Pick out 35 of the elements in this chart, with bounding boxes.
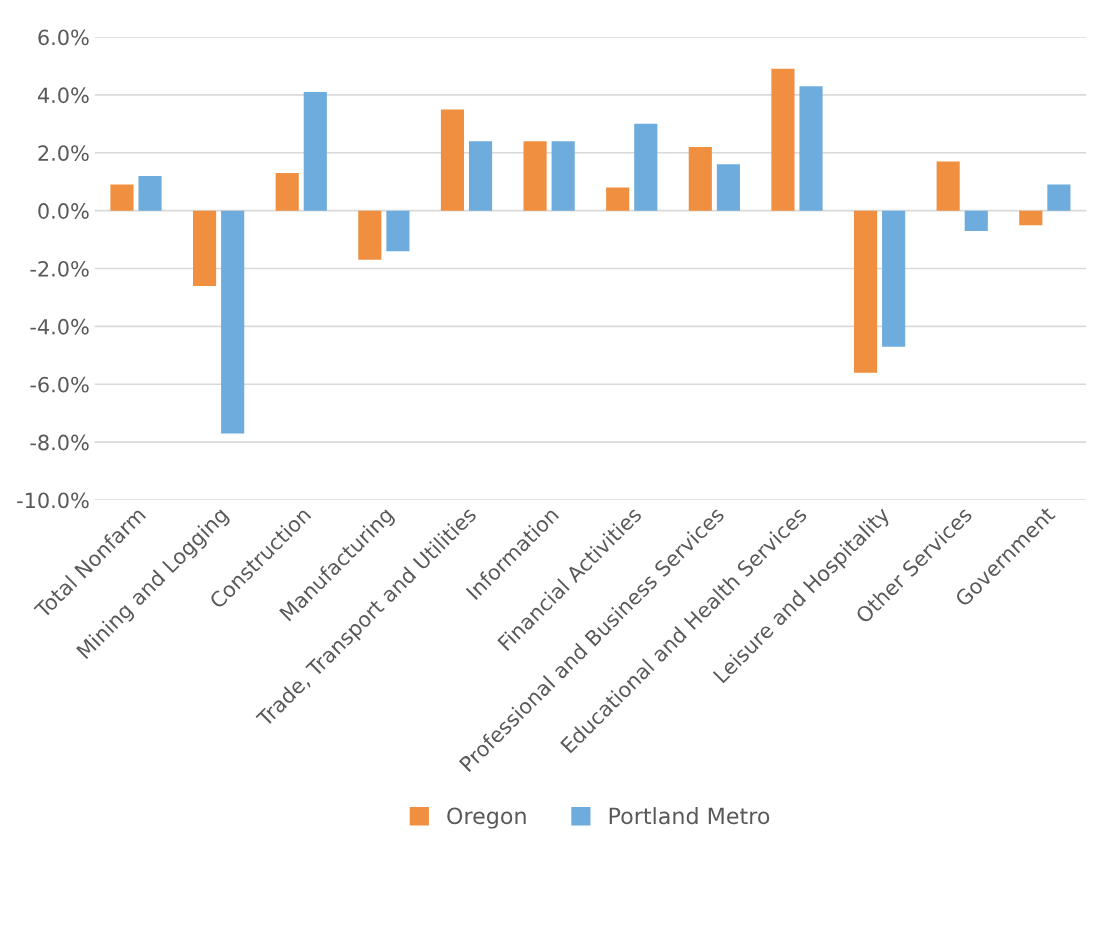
bar bbox=[303, 92, 327, 211]
bar bbox=[221, 210, 245, 434]
bar bbox=[468, 141, 493, 211]
y-tick-label: -8.0% bbox=[30, 434, 89, 451]
bar bbox=[634, 123, 658, 211]
legend-label: Portland Metro bbox=[609, 807, 770, 825]
bar bbox=[688, 147, 712, 211]
bar bbox=[386, 210, 410, 252]
bar bbox=[882, 210, 906, 347]
y-tick-label: -10.0% bbox=[17, 492, 89, 509]
bar bbox=[799, 86, 823, 211]
bar bbox=[358, 210, 382, 260]
bar bbox=[606, 187, 630, 211]
bar bbox=[936, 161, 960, 211]
bar bbox=[440, 109, 465, 211]
legend-label: Oregon bbox=[447, 807, 526, 829]
bar bbox=[771, 68, 795, 211]
bar bbox=[853, 210, 878, 373]
y-tick-label: -6.0% bbox=[30, 376, 89, 393]
bar bbox=[1019, 210, 1043, 226]
y-tick-label: 0.0% bbox=[38, 203, 89, 219]
bar bbox=[716, 164, 740, 211]
bar bbox=[964, 210, 988, 231]
bar bbox=[1047, 184, 1071, 211]
y-tick-label: 4.0% bbox=[37, 87, 89, 104]
bar bbox=[551, 141, 575, 211]
bar bbox=[193, 210, 217, 286]
y-tick-label: -2.0% bbox=[30, 260, 89, 277]
bar bbox=[110, 184, 134, 211]
y-tick-label: 2.0% bbox=[38, 145, 89, 161]
bar bbox=[275, 173, 299, 211]
bar bbox=[138, 175, 162, 211]
y-tick-label: -4.0% bbox=[30, 318, 89, 335]
bar bbox=[523, 141, 547, 211]
y-tick-label: 6.0% bbox=[38, 29, 89, 46]
